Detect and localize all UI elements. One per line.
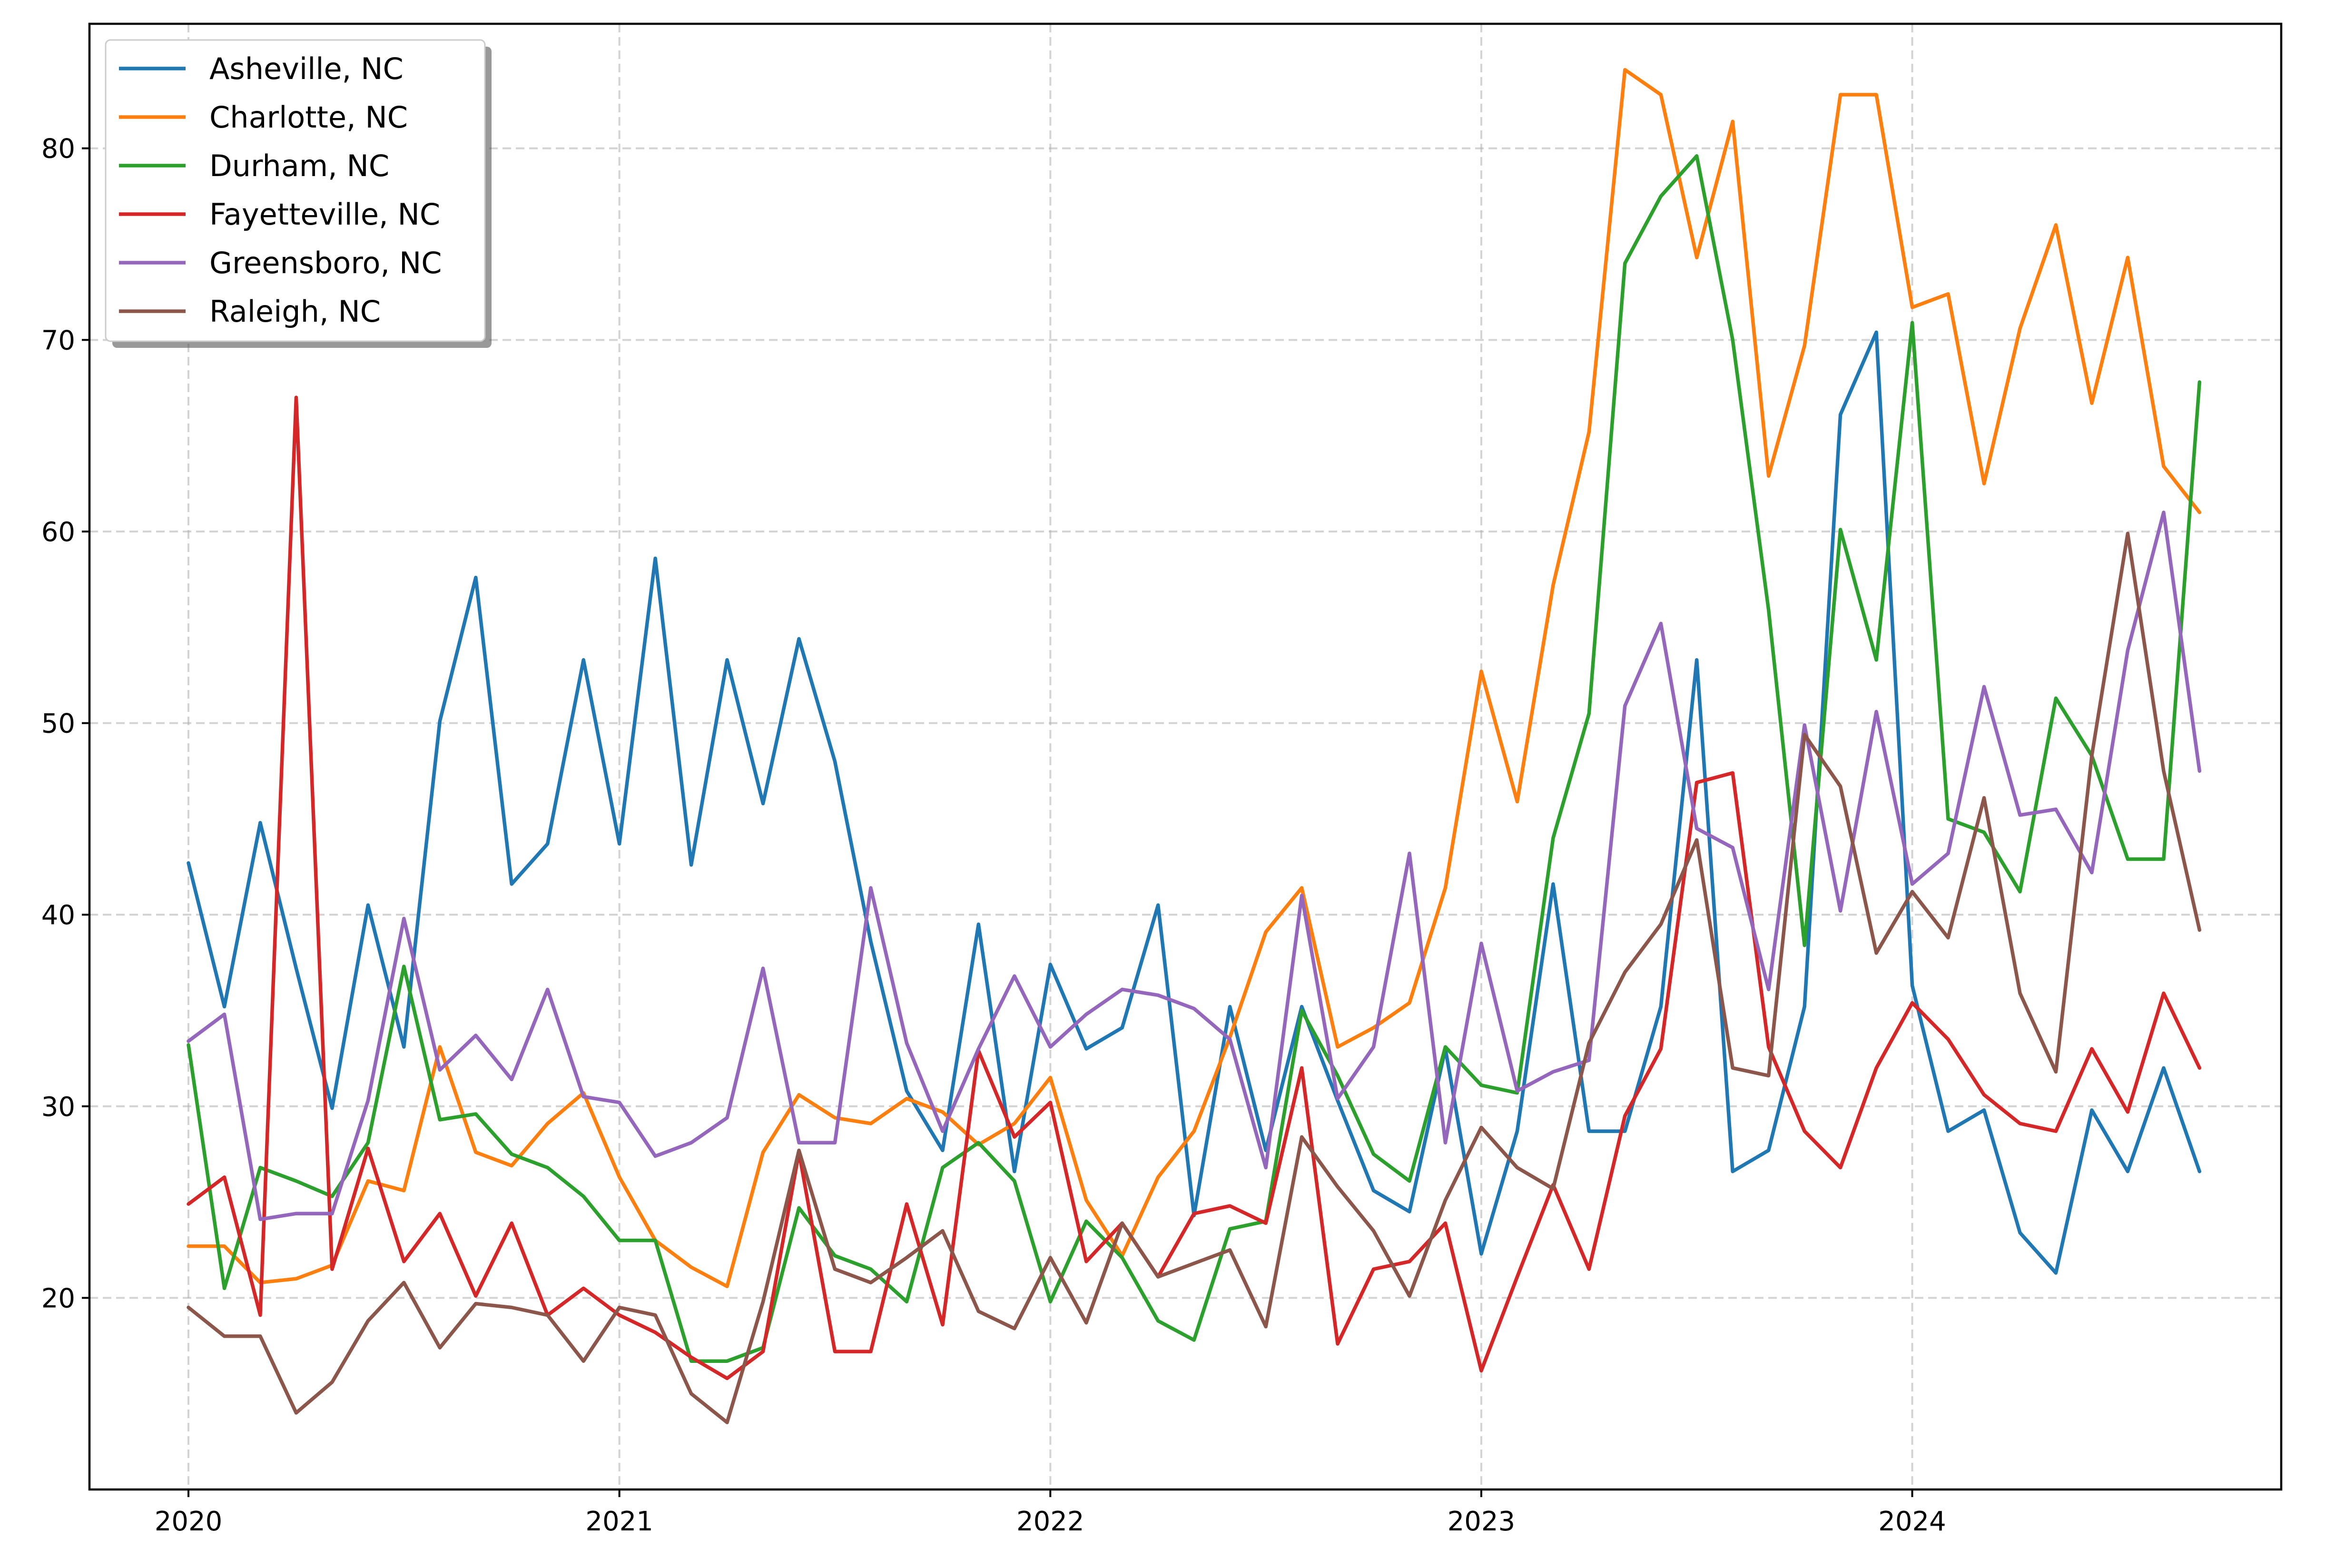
x-tick-label: 2024 [1878,1506,1946,1537]
legend-label: Greensboro, NC [209,246,442,280]
y-tick-label: 50 [41,709,75,740]
legend-label: Charlotte, NC [209,100,408,135]
x-axis: 2020 2021 2022 2023 2024 [155,1489,1946,1537]
x-tick-label: 2021 [585,1506,653,1537]
series-line-1 [187,68,2202,1288]
legend-box [105,39,486,342]
series-line-4 [187,510,2202,1222]
y-tick-label: 70 [41,325,75,356]
legend-label: Durham, NC [209,148,389,183]
x-tick-label: 2023 [1448,1506,1516,1537]
legend-label: Fayetteville, NC [209,197,440,232]
x-tick-label: 2022 [1016,1506,1084,1537]
y-tick-label: 20 [41,1283,75,1314]
y-axis: 20 30 40 50 60 70 80 [41,134,89,1314]
legend-label: Asheville, NC [209,51,404,86]
y-tick-label: 80 [41,134,75,165]
series-lines [187,68,2202,1424]
x-tick-label: 2020 [155,1506,223,1537]
y-tick-label: 30 [41,1092,75,1123]
series-line-5 [187,532,2202,1424]
legend: Asheville, NC Charlotte, NC Durham, NC Faye… [105,39,492,348]
y-tick-label: 40 [41,900,75,931]
plot-frame [88,22,2283,1491]
series-line-3 [187,395,2202,1381]
y-tick-label: 60 [41,517,75,548]
legend-label: Raleigh, NC [209,294,381,329]
series-line-2 [187,154,2202,1363]
